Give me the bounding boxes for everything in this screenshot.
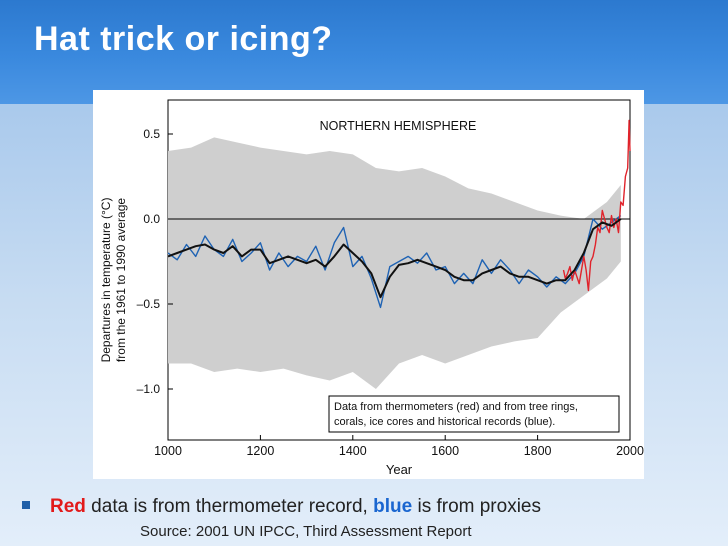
x-tick-label: 1400	[339, 444, 367, 458]
annotation-box: Data from thermometers (red) and from tr…	[328, 395, 620, 433]
x-tick-label: 1000	[154, 444, 182, 458]
x-tick-label: 2000	[616, 444, 644, 458]
proxy-line	[167, 215, 622, 309]
y-ticks: 0.5 0.0 –0.5 –1.0	[137, 127, 173, 396]
bullet-item: Red data is from thermometer record, blu…	[22, 496, 722, 518]
blue-keyword: blue	[373, 496, 413, 517]
chart-figure: 1000 1200 1400 1600 1800 2000 0.5 0.0 –0.5 –1.0 …	[93, 90, 644, 479]
y-tick-label: –0.5	[137, 297, 161, 311]
proxy-series-layer	[167, 215, 622, 309]
annotation-frame	[328, 395, 620, 433]
bullet-text-a: data is from thermometer record,	[85, 496, 374, 517]
title-band	[0, 0, 728, 104]
x-ticks: 1000 1200 1400 1600 1800 2000	[154, 435, 644, 458]
y-axis-label-line1: Departures in temperature (°C)	[99, 198, 113, 363]
x-tick-label: 1200	[246, 444, 274, 458]
y-tick-label: 0.5	[143, 127, 160, 141]
annotation-line-2: corals, ice cores and historical records…	[334, 416, 555, 428]
x-tick-label: 1800	[524, 444, 552, 458]
bullet-square-icon	[22, 500, 30, 509]
uncertainty-band	[168, 137, 621, 389]
uncertainty-band-layer	[168, 137, 621, 389]
red-keyword: Red	[50, 496, 86, 517]
x-tick-label: 1600	[431, 444, 459, 458]
smoothed-line	[167, 218, 622, 299]
temperature-chart: 1000 1200 1400 1600 1800 2000 0.50.0–0.5–1.0 …	[99, 99, 644, 477]
x-axis-label: Year	[386, 462, 413, 477]
y-axis-label-line2: from the 1961 to 1990 average	[114, 198, 128, 362]
chart-title: NORTHERN HEMISPHERE	[320, 119, 477, 133]
slide-title: Hat trick or icing?	[34, 20, 333, 58]
smoothed-series-layer	[167, 218, 622, 299]
bullet-text-b: is from proxies	[412, 496, 541, 517]
y-tick-label: 0.0	[143, 212, 160, 226]
annotation-line-1: Data from thermometers (red) and from tr…	[334, 401, 578, 413]
y-tick-label: –1.0	[137, 382, 161, 396]
plot-area: 1000 1200 1400 1600 1800 2000 0.5 0.0 –0.5 –1.0	[137, 99, 644, 458]
source-citation: Source: 2001 UN IPCC, Third Assessment R…	[140, 523, 472, 540]
